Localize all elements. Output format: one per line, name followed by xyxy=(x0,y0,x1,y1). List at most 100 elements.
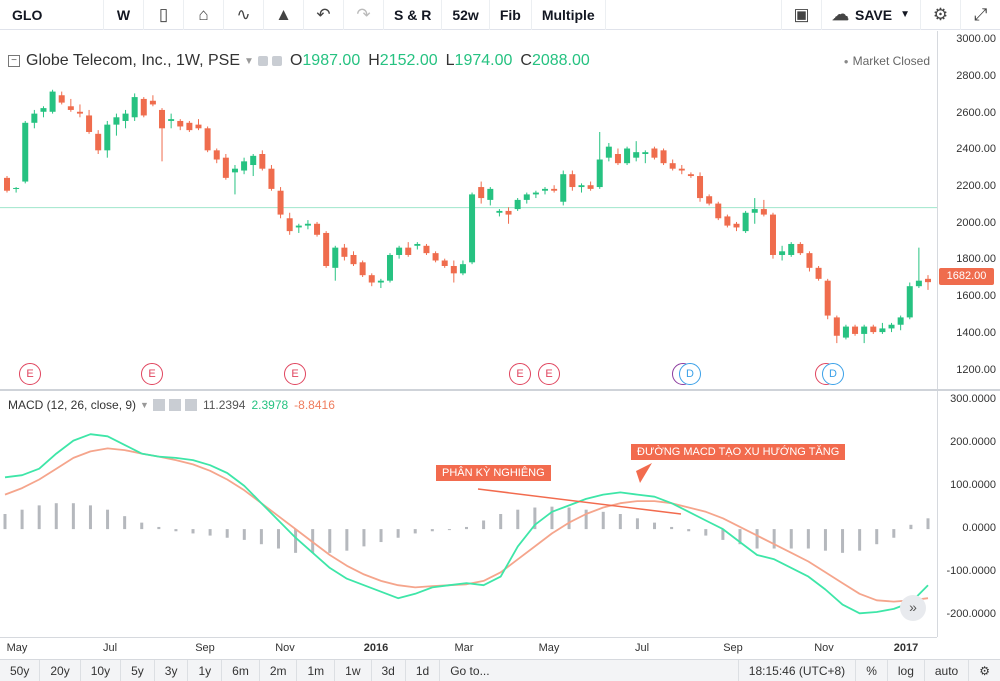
price-axis-tick: 2200.00 xyxy=(956,180,996,193)
range-2m[interactable]: 2m xyxy=(260,659,298,681)
collapse-icon[interactable]: − xyxy=(8,55,20,67)
high-key: H xyxy=(368,52,380,69)
settings-mini-icon[interactable] xyxy=(271,56,282,66)
indicators-glyph-icon: ⌂ xyxy=(198,4,209,24)
price-axis-tick: 2800.00 xyxy=(956,69,996,82)
candle-body xyxy=(915,280,922,287)
time-axis[interactable]: May Jul Sep Nov 2016 Mar May Jul Sep Nov 2017 xyxy=(0,637,937,659)
bottom-gear-icon[interactable]: ⚙ xyxy=(968,659,1000,681)
candle-body xyxy=(469,194,476,263)
fullscreen-button[interactable]: ⤢ xyxy=(960,0,1000,30)
range-1y[interactable]: 1y xyxy=(188,659,223,681)
multiple-button[interactable]: Multiple xyxy=(532,0,606,30)
range-button[interactable]: 52w xyxy=(442,0,490,30)
macd-chevron-icon[interactable]: ▼ xyxy=(140,400,149,410)
candle-body xyxy=(660,150,667,164)
macd-close-icon[interactable] xyxy=(184,399,197,411)
compare-icon[interactable]: ▲ xyxy=(264,0,304,30)
symbol-label: GLO xyxy=(12,6,43,23)
event-marker[interactable]: E xyxy=(284,363,306,385)
log-toggle[interactable]: log xyxy=(886,659,924,681)
range-6m[interactable]: 6m xyxy=(222,659,260,681)
candle-body xyxy=(459,264,466,274)
redo-button[interactable]: ↷ xyxy=(344,0,384,30)
histogram-bar xyxy=(841,529,845,553)
candle-body xyxy=(22,122,29,182)
candle-body xyxy=(614,154,621,164)
interval-label: W xyxy=(116,6,131,23)
candle-body xyxy=(95,133,102,151)
histogram-bar xyxy=(174,529,178,532)
price-pane[interactable] xyxy=(0,31,937,389)
goto-button[interactable]: Go to... xyxy=(450,663,490,678)
high-value: 2152.00 xyxy=(379,52,438,69)
percent-toggle[interactable]: % xyxy=(855,659,887,681)
candle-body xyxy=(341,247,348,257)
top-toolbar: GLO W ▯ ⌂ ∿ ▲ ↶ ↷ S & R 52w Fib Multiple… xyxy=(0,0,1000,30)
range-3y[interactable]: 3y xyxy=(155,659,189,681)
histogram-bar xyxy=(738,529,742,545)
uptrend-annotation[interactable]: ĐƯỜNG MACD TẠO XU HƯỚNG TĂNG xyxy=(631,444,846,460)
snapshot-button[interactable]: ▣ xyxy=(781,0,821,30)
fib-button[interactable]: Fib xyxy=(490,0,532,30)
price-axis[interactable]: 3000.00 2800.00 2600.00 2400.00 2200.00 2000.… xyxy=(937,31,1000,389)
macd-axis-tick: 200.0000 xyxy=(950,435,996,448)
candle-body xyxy=(31,113,38,123)
range-1w[interactable]: 1w xyxy=(335,659,372,681)
histogram-bar xyxy=(294,529,298,553)
chart-compare-icon: ▲ xyxy=(275,4,292,24)
save-button[interactable]: ☁ SAVE ▼ xyxy=(821,0,920,30)
candle-body xyxy=(797,243,804,254)
line-tool-icon[interactable]: ∿ xyxy=(224,0,264,30)
macd-visibility-icon[interactable] xyxy=(152,399,165,411)
range-20y[interactable]: 20y xyxy=(40,659,81,681)
double-chevron-right-icon: » xyxy=(909,599,917,615)
symbol-search[interactable]: GLO xyxy=(0,0,104,30)
scroll-to-realtime-button[interactable]: » xyxy=(900,595,926,621)
range-50y[interactable]: 50y xyxy=(0,659,41,681)
candle-body xyxy=(4,177,10,191)
range-10y[interactable]: 10y xyxy=(81,659,122,681)
candle-body xyxy=(888,324,895,329)
range-3d[interactable]: 3d xyxy=(372,659,406,681)
histogram-bar xyxy=(259,529,263,545)
candle-body xyxy=(925,278,931,283)
macd-axis[interactable]: 300.0000 200.0000 100.0000 0.0000 -100.0000 -… xyxy=(937,391,1000,637)
histogram-bar xyxy=(499,514,503,530)
range-1d[interactable]: 1d xyxy=(406,659,441,681)
macd-pane[interactable] xyxy=(0,391,937,637)
candle-body xyxy=(578,185,585,188)
event-marker[interactable]: D xyxy=(822,363,844,385)
macd-signal-value: -8.8416 xyxy=(294,398,335,412)
event-marker[interactable]: E xyxy=(538,363,560,385)
visibility-icon[interactable] xyxy=(257,56,268,66)
event-marker[interactable]: D xyxy=(679,363,701,385)
histogram-bar xyxy=(823,529,827,551)
range-1m[interactable]: 1m xyxy=(297,659,336,681)
event-marker[interactable]: E xyxy=(19,363,41,385)
macd-hist-value: 11.2394 xyxy=(202,398,246,412)
candle-body xyxy=(386,254,393,281)
histogram-bar xyxy=(328,529,332,553)
candle-body xyxy=(815,267,822,279)
histogram-bar xyxy=(704,529,708,536)
macd-legend: MACD (12, 26, close, 9) ▼ 11.2394 2.3978… xyxy=(8,398,335,412)
undo-button[interactable]: ↶ xyxy=(304,0,344,30)
auto-toggle[interactable]: auto xyxy=(923,659,968,681)
time-axis-tick: May xyxy=(538,642,560,654)
candle-body xyxy=(314,223,321,235)
legend-chevron-icon[interactable]: ▼ xyxy=(244,55,254,67)
candle-body xyxy=(669,163,676,169)
histogram-bar xyxy=(789,529,793,549)
macd-settings-icon[interactable] xyxy=(168,399,181,411)
divergence-annotation[interactable]: PHÂN KỲ NGHIÊNG xyxy=(436,465,551,481)
indicators-icon[interactable]: ⌂ xyxy=(184,0,224,30)
settings-button[interactable]: ⚙ xyxy=(920,0,960,30)
interval-button[interactable]: W xyxy=(104,0,144,30)
event-marker[interactable]: E xyxy=(509,363,531,385)
candles-style-icon[interactable]: ▯ xyxy=(144,0,184,30)
pane-separator[interactable] xyxy=(0,389,1000,391)
event-marker[interactable]: E xyxy=(141,363,163,385)
range-5y[interactable]: 5y xyxy=(121,659,155,681)
compare-button[interactable]: S & R xyxy=(384,0,443,30)
